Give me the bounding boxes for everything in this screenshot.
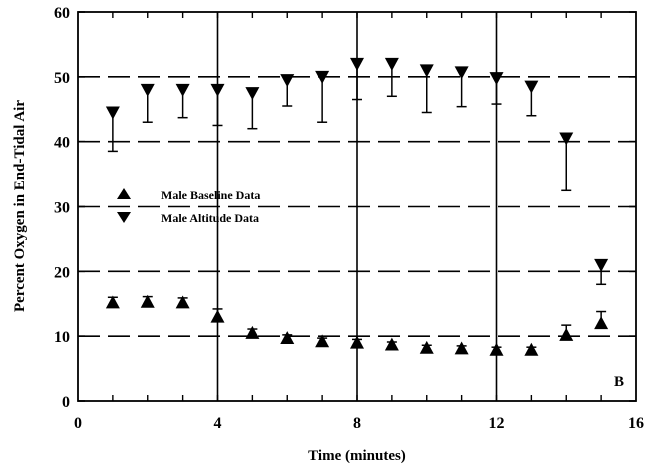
altitude-marker bbox=[524, 80, 539, 94]
x-tick-label: 8 bbox=[353, 415, 361, 432]
x-axis-label: Time (minutes) bbox=[308, 448, 406, 464]
baseline-marker bbox=[384, 337, 399, 351]
y-tick-label: 30 bbox=[54, 200, 70, 217]
baseline-marker bbox=[175, 295, 190, 309]
legend-label-altitude: Male Altitude Data bbox=[161, 211, 259, 225]
altitude-marker bbox=[559, 132, 574, 146]
x-tick-label: 12 bbox=[489, 415, 505, 432]
baseline-marker bbox=[419, 340, 434, 354]
altitude-marker bbox=[594, 258, 609, 272]
legend: Male Baseline Data Male Altitude Data bbox=[117, 188, 260, 225]
y-tick-label: 10 bbox=[54, 329, 70, 346]
altitude-marker bbox=[454, 66, 469, 80]
altitude-marker bbox=[350, 57, 364, 71]
baseline-marker bbox=[559, 327, 574, 341]
baseline-marker bbox=[210, 309, 225, 323]
y-tick-label: 60 bbox=[54, 5, 70, 22]
legend-marker-altitude bbox=[117, 212, 131, 223]
x-tick-label: 0 bbox=[74, 415, 82, 432]
axis-ticks bbox=[78, 11, 636, 402]
tick-labels: 0 10 20 30 40 50 60 0 4 8 12 16 bbox=[54, 5, 644, 432]
legend-marker-baseline bbox=[117, 188, 131, 199]
baseline-marker bbox=[524, 342, 539, 356]
y-tick-label: 0 bbox=[62, 394, 70, 411]
y-tick-label: 40 bbox=[54, 135, 70, 152]
baseline-marker bbox=[594, 316, 609, 330]
altitude-marker bbox=[280, 74, 295, 88]
data-markers bbox=[105, 57, 609, 356]
x-tick-label: 16 bbox=[628, 415, 644, 432]
baseline-marker bbox=[350, 335, 364, 349]
altitude-marker bbox=[384, 57, 399, 71]
altitude-marker bbox=[210, 83, 225, 97]
baseline-marker bbox=[105, 295, 120, 309]
x-tick-label: 4 bbox=[214, 415, 222, 432]
altitude-marker bbox=[419, 64, 434, 78]
baseline-marker bbox=[315, 334, 330, 348]
altitude-marker bbox=[245, 87, 260, 101]
baseline-marker bbox=[489, 342, 504, 356]
panel-label: B bbox=[614, 374, 624, 390]
y-tick-label: 50 bbox=[54, 70, 70, 87]
y-tick-label: 20 bbox=[54, 264, 70, 281]
baseline-marker bbox=[454, 341, 469, 355]
altitude-marker bbox=[140, 83, 155, 97]
y-axis-label: Percent Oxygen in End-Tidal Air bbox=[12, 100, 28, 312]
baseline-marker bbox=[140, 294, 155, 308]
altitude-marker bbox=[489, 72, 504, 86]
baseline-marker bbox=[245, 325, 260, 339]
altitude-marker bbox=[175, 83, 190, 97]
baseline-marker bbox=[280, 331, 295, 345]
altitude-marker bbox=[315, 70, 330, 84]
legend-label-baseline: Male Baseline Data bbox=[161, 188, 260, 202]
altitude-marker bbox=[105, 106, 120, 120]
